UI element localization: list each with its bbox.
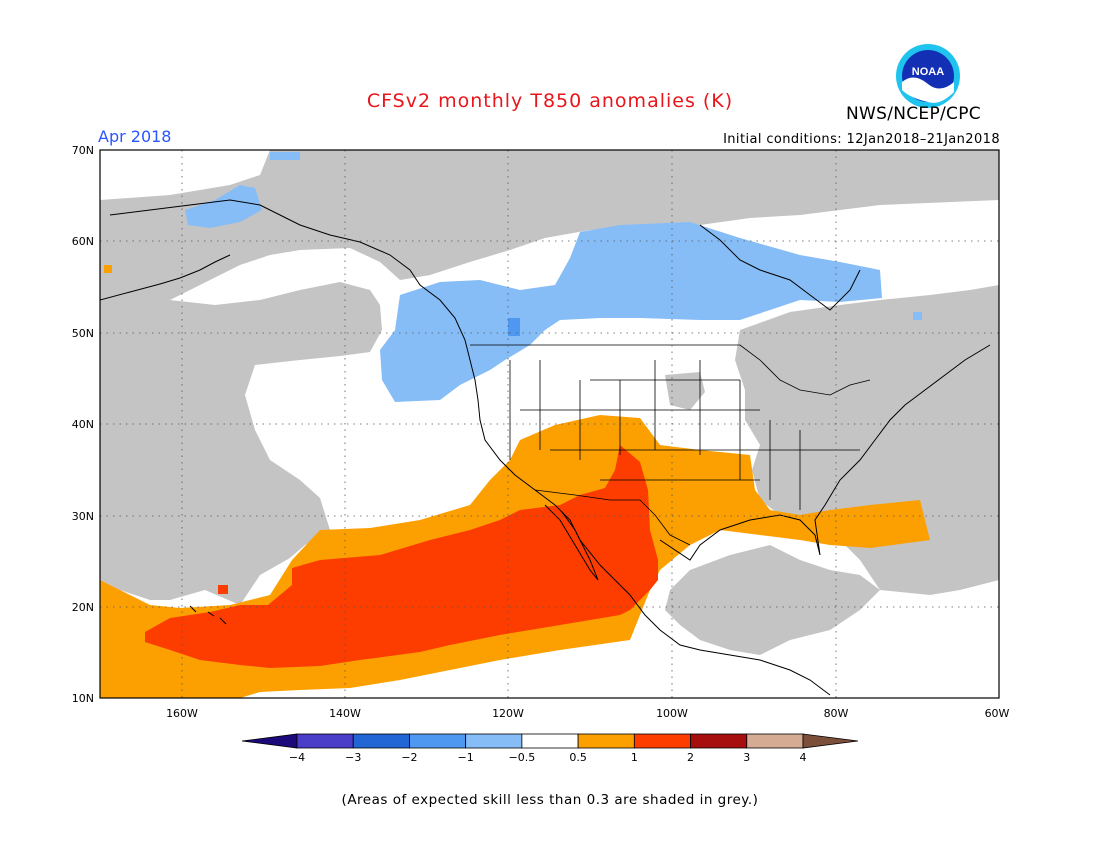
longitude-labels: 160W 140W 120W 100W 80W 60W (166, 707, 1009, 720)
initial-conditions-label: Initial conditions: 12Jan2018–21Jan2018 (723, 132, 1000, 147)
map-title: CFSv2 monthly T850 anomalies (K) (366, 90, 734, 112)
cold-anomaly-northwest (380, 222, 882, 402)
colorbar-bin (802, 733, 859, 749)
lon-label-120w: 120W (492, 707, 524, 720)
colorbar-label: −4 (289, 751, 305, 764)
coastlines (100, 199, 991, 696)
colorbar: −4 −3 −2 −1 −0.5 0.5 1 2 3 4 (241, 733, 859, 764)
warm-anomaly-hawaii (218, 585, 228, 594)
lon-label-140w: 140W (329, 707, 361, 720)
lon-label-60w: 60W (985, 707, 1010, 720)
lat-label-10n: 10N (72, 692, 94, 705)
coast-baja (544, 504, 599, 581)
colorbar-bin (690, 733, 748, 749)
lat-label-60n: 60N (72, 235, 94, 248)
skill-footnote: (Areas of expected skill less than 0.3 a… (341, 792, 759, 808)
cold-anomaly-atlantic (913, 312, 922, 320)
border-us-mexico (534, 489, 691, 546)
colorbar-label: 2 (687, 751, 694, 764)
colorbar-label: 3 (743, 751, 750, 764)
colorbar-bin (352, 733, 410, 749)
low-skill-arctic (100, 150, 999, 325)
warm-anomaly-northwest-speck (104, 265, 112, 273)
colorbar-label: −3 (345, 751, 361, 764)
colorbar-bin (577, 733, 635, 749)
lon-label-80w: 80W (824, 707, 849, 720)
lat-label-70n: 70N (72, 144, 94, 157)
lat-label-50n: 50N (72, 327, 94, 340)
colorbar-label: −0.5 (509, 751, 536, 764)
border-us-canada (470, 344, 871, 396)
low-skill-central-america (665, 545, 880, 655)
political-borders (470, 344, 871, 546)
lon-label-160w: 160W (166, 707, 198, 720)
low-skill-great-plains (665, 372, 705, 410)
map-frame (99, 149, 1000, 699)
lon-label-100w: 100W (656, 707, 688, 720)
colorbar-bin (296, 733, 354, 749)
colorbar-bin (409, 733, 467, 749)
colorbar-bin (633, 733, 691, 749)
noaa-logo-text: NOAA (912, 66, 944, 78)
colorbar-label: 4 (800, 751, 807, 764)
border-us-states (509, 360, 860, 510)
colorbar-bin (241, 733, 298, 749)
graticule (100, 150, 999, 698)
lat-label-40n: 40N (72, 418, 94, 431)
colorbar-label: 1 (631, 751, 638, 764)
low-skill-regions (100, 150, 999, 655)
colorbar-bin (465, 733, 523, 749)
colorbar-label: 0.5 (569, 751, 587, 764)
latitude-labels: 70N 60N 50N 40N 30N 20N 10N (72, 144, 94, 705)
coast-hudson-bay (699, 224, 861, 311)
colorbar-label: −2 (401, 751, 417, 764)
coast-aleutians (100, 254, 231, 301)
lat-label-20n: 20N (72, 601, 94, 614)
noaa-logo: NOAA (894, 42, 962, 114)
colorbar-bin (746, 733, 804, 749)
cold-anomaly-alaska (185, 185, 262, 228)
coast-gulf-of-mexico (659, 344, 991, 561)
warm-anomaly-core (145, 445, 658, 668)
cold-anomaly-yukon (270, 152, 300, 160)
cold-anomaly-regions (185, 152, 922, 402)
lat-label-30n: 30N (72, 510, 94, 523)
colorbar-label: −1 (458, 751, 474, 764)
agency-label: NWS/NCEP/CPC (846, 104, 981, 124)
low-skill-north-pacific (100, 282, 382, 605)
coast-alaska (109, 199, 831, 696)
map-panel (100, 150, 999, 698)
valid-month-label: Apr 2018 (98, 127, 172, 146)
colorbar-bin (521, 733, 579, 749)
warm-anomaly-regions (100, 265, 930, 698)
cold-anomaly-core (508, 318, 520, 336)
